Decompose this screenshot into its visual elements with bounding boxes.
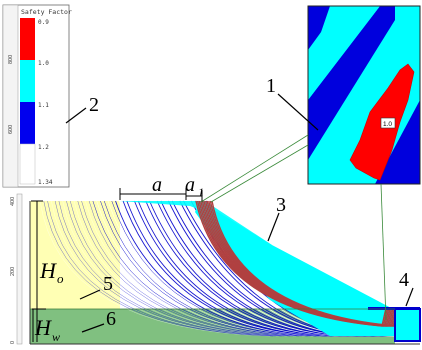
fan-arc	[81, 200, 302, 337]
y-axis-strip	[16, 193, 23, 345]
dimension-ho-subscript: o	[57, 271, 64, 286]
callout-1-label: 1	[266, 75, 276, 97]
callout-6-label: 6	[106, 308, 116, 330]
inset: 1.0	[307, 5, 421, 185]
slip-arc	[211, 200, 401, 327]
fan-arc	[69, 200, 294, 337]
fan-arc	[58, 200, 285, 337]
zone-dry-soil	[30, 201, 120, 309]
fan-arc	[77, 200, 299, 337]
zoom-connector-top	[200, 134, 309, 203]
legend-value-3: 1.2	[38, 144, 49, 151]
fan-arc	[51, 200, 279, 337]
fan-arc	[54, 200, 282, 337]
legend: Safety Factor 0.9 1.0 1.1 1.2 1.34 800 6…	[2, 4, 72, 188]
fan-arc	[96, 200, 314, 337]
legend-value-1: 1.0	[38, 60, 49, 67]
legend-tick-800: 800	[8, 55, 14, 64]
fan-arc	[62, 200, 288, 337]
fan-arc	[39, 200, 271, 337]
toe-surface	[368, 307, 420, 310]
legend-swatch-cyan	[20, 60, 35, 102]
legend-title: Safety Factor	[21, 8, 72, 16]
callout-1-leader	[277, 93, 319, 131]
legend-tick-600: 600	[8, 125, 14, 134]
callout-2-label: 2	[89, 94, 99, 116]
legend-swatch-white	[19, 143, 36, 185]
zone-slope-face	[195, 201, 395, 336]
callout-5-label: 5	[103, 273, 113, 295]
inset-blue-band	[308, 6, 395, 160]
fan-arc	[43, 200, 273, 337]
slope-model: 400 200 0	[10, 193, 421, 345]
fan-arc	[66, 200, 291, 337]
legend-value-2: 1.1	[38, 102, 49, 109]
callout-2-leader	[65, 107, 87, 124]
fan-arc	[107, 200, 323, 337]
zoom-connector-mid	[210, 144, 309, 203]
dimension-hw: H w	[32, 308, 60, 344]
legend-swatch-red	[20, 18, 35, 60]
callout-5-leader	[79, 289, 101, 300]
dimension-a1-label: a	[185, 174, 195, 196]
y-tick-0: 0	[10, 341, 16, 344]
fan-arc	[92, 200, 311, 337]
dimension-hw-subscript: w	[52, 330, 60, 344]
callout-4-label: 4	[399, 269, 409, 291]
toe-block	[394, 308, 421, 342]
legend-value-0: 0.9	[38, 19, 49, 26]
inset-value-label: 1.0	[383, 121, 392, 128]
fan-arc	[100, 200, 317, 337]
fan-arc	[73, 200, 297, 337]
dimension-ho: H o	[31, 200, 64, 342]
y-tick-200: 200	[10, 267, 16, 276]
slip-surfaces	[195, 200, 401, 327]
dimension-a1-subscript: 1	[198, 185, 204, 199]
dimension-a1: a 1	[185, 174, 204, 202]
fan-arc	[47, 200, 276, 337]
inset-value-box	[380, 117, 396, 129]
callout-6-leader	[81, 323, 105, 333]
legend-swatch-blue	[20, 102, 35, 144]
dimension-ho-label: H	[39, 258, 57, 283]
legend-axis-strip	[2, 4, 19, 188]
callout-3-leader	[267, 212, 280, 242]
callout-4-leader	[405, 287, 414, 307]
dimension-a: a	[119, 174, 187, 200]
fan-arc	[85, 200, 305, 337]
inset-frame	[307, 5, 421, 185]
fan-arc	[103, 200, 320, 337]
zoom-connector-right	[380, 183, 387, 321]
dimension-a-label: a	[152, 174, 162, 196]
fan-arc	[88, 200, 308, 337]
inset-cyan-mid	[308, 6, 380, 100]
legend-value-4: 1.34	[38, 179, 53, 186]
callout-3-label: 3	[276, 194, 286, 216]
y-tick-400: 400	[10, 197, 16, 206]
dimension-hw-label: H	[34, 315, 52, 340]
